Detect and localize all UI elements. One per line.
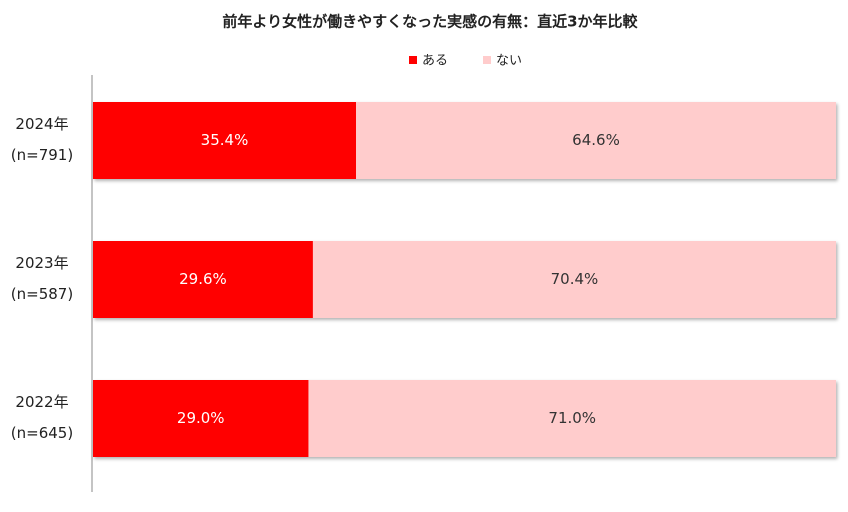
bar [308, 380, 837, 457]
y-tick-note: (n=645) [11, 424, 73, 442]
bar-group [93, 380, 837, 457]
y-tick-label: 2022年 [15, 393, 68, 411]
chart-title: 前年より女性が働きやすくなった実感の有無：直近3か年比較 [222, 13, 638, 31]
y-tick-label: 2024年 [15, 115, 68, 133]
bar [356, 102, 836, 179]
value-label: 35.4% [201, 131, 249, 149]
legend-label: ある [422, 54, 448, 69]
bar-group [93, 102, 836, 179]
y-tick-note: (n=791) [11, 146, 73, 164]
value-label: 29.6% [179, 270, 227, 288]
bar [93, 241, 313, 318]
legend-swatch [483, 56, 491, 64]
value-label: 71.0% [548, 409, 596, 427]
bar [93, 102, 357, 179]
value-label: 64.6% [572, 131, 620, 149]
bar-group [93, 241, 837, 318]
bar [93, 380, 309, 457]
legend-label: ない [496, 54, 522, 69]
value-label: 29.0% [177, 409, 225, 427]
y-tick-note: (n=587) [11, 285, 73, 303]
bar [312, 241, 837, 318]
y-tick-label: 2023年 [15, 254, 68, 272]
legend-swatch [409, 56, 417, 64]
value-label: 70.4% [551, 270, 599, 288]
